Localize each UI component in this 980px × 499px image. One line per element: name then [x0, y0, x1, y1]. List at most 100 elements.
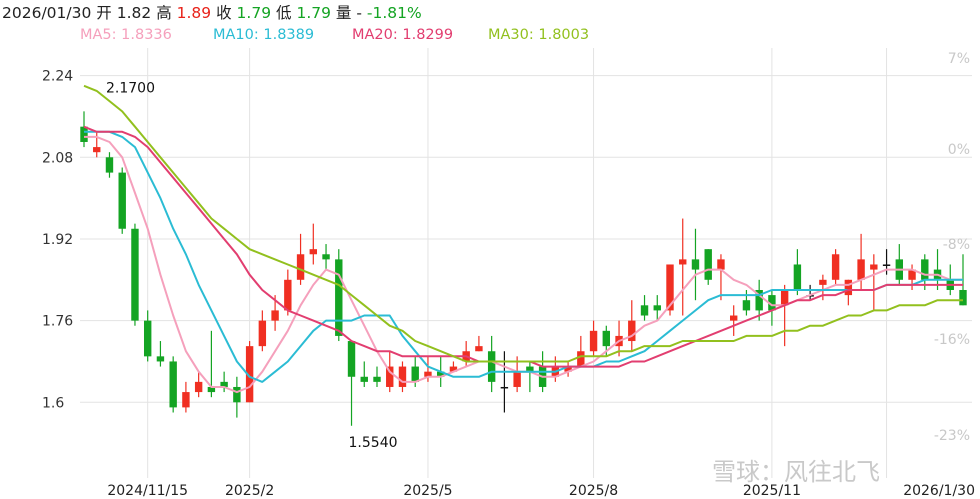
candle-body	[691, 259, 700, 270]
grid	[80, 48, 972, 478]
candle-body	[679, 259, 687, 265]
candle-body	[360, 376, 368, 382]
candle-body	[271, 310, 279, 321]
x-tick-label: 2024/11/15	[107, 483, 188, 499]
candle-body	[487, 351, 496, 382]
candle-body	[793, 264, 802, 290]
y-tick-label: 2.24	[42, 69, 73, 85]
candle-body	[513, 371, 521, 387]
candle-body	[398, 366, 407, 387]
candle-body	[143, 320, 152, 357]
candle-body	[870, 264, 878, 270]
ma20-line	[83, 125, 963, 368]
percent-tick-label: -16%	[934, 332, 970, 348]
y-tick-label: 1.6	[42, 395, 64, 411]
x-tick-label: 2025/2	[225, 483, 274, 499]
ma20-legend: MA20: 1.8299	[352, 27, 454, 43]
percent-tick-label: 7%	[948, 51, 970, 67]
percent-axis: 7% 0% -8% -16% -23%	[934, 51, 970, 444]
x-tick-label: 2025/5	[403, 483, 452, 499]
candle-body	[322, 254, 330, 260]
candle-body	[194, 381, 203, 393]
candle-body	[780, 289, 789, 306]
candle-body	[640, 305, 649, 316]
close-value: 1.79	[236, 4, 272, 22]
candle-body	[80, 126, 88, 142]
candle-body	[296, 254, 305, 280]
candle-body	[717, 259, 725, 270]
candle-body	[424, 371, 432, 377]
y-tick-label: 1.76	[42, 314, 73, 330]
candle-body	[182, 392, 190, 408]
ma-lines	[83, 84, 963, 394]
ma10-legend: MA10: 1.8389	[213, 27, 315, 43]
ma10-line	[84, 130, 963, 383]
candle-body	[436, 371, 445, 377]
candle-body	[347, 341, 356, 377]
candle-body	[577, 351, 585, 367]
candle-body	[309, 249, 318, 255]
low-value: 1.79	[296, 4, 331, 22]
candle-body	[564, 366, 572, 372]
candle-body	[908, 269, 916, 280]
candle-body	[844, 279, 853, 296]
candle-body	[93, 147, 101, 153]
x-tick-label: 2025/11	[743, 483, 801, 499]
close-label: 收	[216, 4, 232, 22]
candle-body	[666, 264, 674, 311]
ma5-line	[84, 135, 963, 394]
y-tick-label: 1.92	[42, 232, 73, 248]
percent-tick-label: 0%	[948, 142, 970, 158]
candle-body	[755, 289, 763, 311]
candle-body	[729, 315, 738, 321]
candle-body	[105, 157, 114, 173]
change-value: -1.81%	[366, 4, 422, 22]
candle-body	[156, 356, 165, 362]
x-tick-label: 2026/1/30	[903, 483, 975, 499]
candle-body	[118, 172, 126, 229]
candle-body	[526, 366, 534, 372]
high-value: 1.89	[176, 4, 212, 22]
candle-body	[921, 259, 929, 280]
percent-tick-label: -8%	[943, 237, 970, 253]
ma30-line	[83, 84, 963, 363]
candle-body	[169, 361, 177, 408]
open-value: 1.82	[116, 4, 152, 22]
price-annotation: 1.5540	[349, 435, 398, 451]
candle-body	[373, 376, 381, 382]
percent-tick-label: -23%	[934, 428, 970, 444]
low-label: 低	[276, 4, 292, 22]
price-annotation: 2.1700	[106, 80, 155, 96]
candle-body	[233, 386, 241, 403]
candle-body	[131, 228, 139, 321]
candle-body	[819, 279, 827, 285]
candle-body	[882, 264, 891, 266]
volume-value: -	[356, 4, 362, 22]
candle-body	[475, 346, 483, 352]
candle-body	[245, 346, 254, 403]
candle-body	[335, 259, 343, 336]
ma30-legend: MA30: 1.8003	[488, 27, 590, 43]
candle-body	[857, 259, 865, 280]
x-axis: 2024/11/15 2025/2 2025/5 2025/8 2025/11 2026/…	[107, 483, 975, 499]
y-tick-label: 2.08	[42, 150, 73, 166]
candle-body	[589, 330, 598, 352]
candle-body	[628, 320, 636, 342]
candles	[80, 111, 967, 426]
quote-date: 2026/01/30	[2, 4, 92, 22]
high-label: 高	[156, 4, 172, 22]
candle-body	[411, 366, 419, 382]
candle-body	[959, 289, 967, 306]
candle-body	[742, 300, 751, 311]
candle-body	[500, 386, 509, 389]
x-tick-label: 2025/8	[569, 483, 618, 499]
candle-body	[284, 279, 292, 311]
candle-body	[768, 295, 776, 311]
watermark: 雪球：风往北飞	[712, 458, 880, 486]
y-axis: 2.24 2.08 1.92 1.76 1.6	[42, 69, 73, 412]
candle-body	[831, 254, 840, 280]
candle-body	[258, 320, 267, 347]
candle-body	[653, 305, 661, 311]
candle-body	[207, 386, 216, 393]
